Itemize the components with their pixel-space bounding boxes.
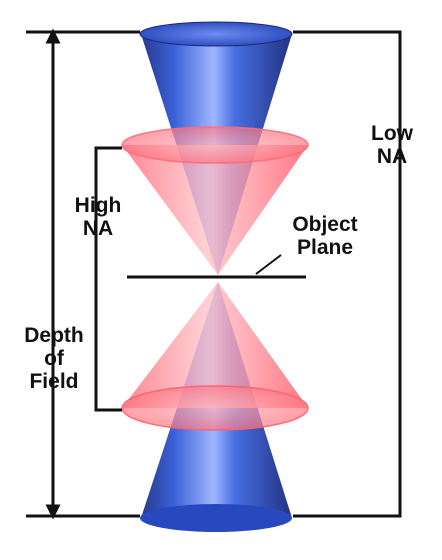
- low-na-label-line: NA: [376, 145, 408, 168]
- object-plane-label-line: Plane: [296, 236, 354, 259]
- object-plane-pointer: [255, 254, 282, 275]
- object-plane-label: Object Plane: [280, 213, 370, 259]
- object-plane-label-line: Object: [292, 213, 358, 236]
- high-na-label: High NA: [66, 194, 130, 240]
- high-na-lower-cone: [121, 282, 309, 431]
- high-na-upper-cone: [121, 126, 309, 275]
- low-na-label: Low NA: [368, 122, 416, 168]
- low-na-label-line: Low: [371, 122, 413, 145]
- high-na-label-line: High: [74, 194, 122, 217]
- high-na-bracket: [94, 146, 122, 412]
- high-na-label-line: NA: [82, 217, 114, 240]
- depth-of-field-label-line: Field: [29, 370, 79, 393]
- depth-of-field-label-line: Depth: [24, 324, 84, 347]
- depth-of-field-label-line: of: [44, 347, 64, 370]
- low-na-bracket: [293, 30, 402, 518]
- depth-of-field-label: Depth of Field: [14, 324, 94, 393]
